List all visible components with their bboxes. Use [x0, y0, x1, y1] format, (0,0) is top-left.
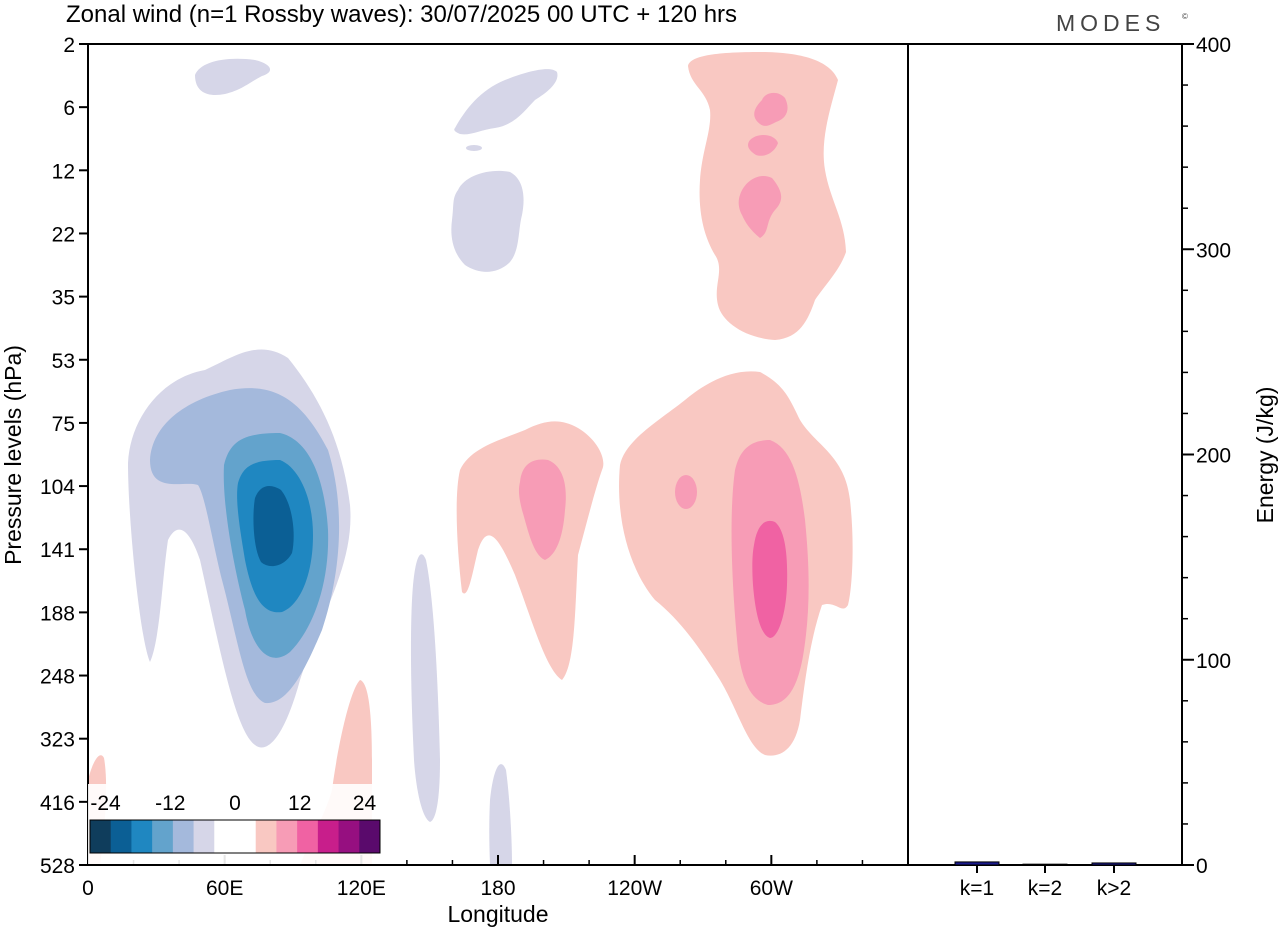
chart-title: Zonal wind (n=1 Rossby waves): 30/07/202…: [66, 1, 737, 28]
colorbar-swatch: [338, 820, 360, 853]
y-tick-label: 75: [52, 413, 75, 436]
y-tick-label: 416: [40, 792, 75, 815]
energy-tick-label: 200: [1196, 445, 1231, 468]
colorbar-swatches: [90, 820, 381, 853]
y-tick-label: 528: [40, 855, 75, 878]
contour-upper-easterly-small: [466, 145, 482, 151]
contour-upper-easterly-3: [451, 170, 524, 272]
colorbar-labels: -24 -12 0 12 24: [90, 792, 376, 815]
x-tick-label: 120W: [607, 877, 662, 900]
y-tick-label: 6: [63, 97, 75, 120]
energy-tick-label: 300: [1196, 239, 1231, 262]
energy-bar: [1091, 862, 1137, 866]
energy-axis-label: Energy (J/kg): [1252, 387, 1278, 524]
contour-easterly-core: [253, 486, 294, 567]
energy-tick-label: 400: [1196, 34, 1231, 57]
y-tick-label: 248: [40, 666, 75, 689]
colorbar-swatch: [255, 820, 277, 853]
contour-lower-easterly-strip-1: [410, 554, 440, 822]
colorbar-swatch: [90, 820, 112, 853]
y-tick-label: 141: [40, 539, 75, 562]
y-tick-label: 323: [40, 729, 75, 752]
x-axis-label: Longitude: [447, 901, 548, 927]
y-tick-label: 53: [52, 350, 75, 373]
colorbar-swatch: [359, 820, 381, 853]
x-tick-label: 60E: [206, 877, 243, 900]
energy-category-label: k>2: [1097, 877, 1131, 900]
contour-upper-easterly-2: [454, 69, 558, 135]
y-axis-pressure: 2 6 12 22 35 53 75 104 141 188 248 323 416 528: [40, 34, 88, 878]
x-tick-label: 180: [480, 877, 515, 900]
colorbar-label: -24: [90, 792, 121, 815]
y-tick-label: 35: [52, 287, 75, 310]
colorbar-swatch: [193, 820, 215, 853]
contour-upper-westerly-core-c: [738, 175, 782, 238]
contour-westerly-180: [456, 421, 604, 680]
colorbar-swatch: [297, 820, 319, 853]
energy-panel: 0 100 200 300 400 k=1 k=2 k>2 Energy (J/kg): [907, 34, 1278, 900]
energy-category-label: k=1: [960, 877, 994, 900]
energy-bars: [954, 861, 1137, 866]
contour-westerly-small-core: [675, 475, 697, 509]
energy-panel-frame: [907, 43, 1183, 866]
colorbar-swatch: [131, 820, 153, 853]
contour-westerly-180-core: [518, 459, 566, 560]
colorbar: -24 -12 0 12 24: [88, 784, 388, 864]
y-tick-label: 22: [52, 223, 75, 246]
y-axis-energy: 0 100 200 300 400: [1182, 34, 1231, 878]
contour-field: [88, 52, 853, 865]
x-tick-label: 60W: [750, 877, 793, 900]
brand-mark: ©: [1182, 12, 1193, 21]
y-tick-label: 2: [63, 34, 75, 57]
y-tick-label: 188: [40, 602, 75, 625]
colorbar-swatch: [235, 820, 257, 853]
brand-logo: MODES: [1056, 10, 1165, 36]
x-axis-wavenumber: k=1 k=2 k>2: [960, 865, 1131, 900]
colorbar-swatch: [276, 820, 298, 853]
hovmoller-panel: 2 6 12 22 35 53 75 104 141 188 248 323 416 528 0 60E 12…: [0, 34, 909, 927]
colorbar-swatch: [110, 820, 132, 853]
contour-upper-westerly-core-a: [754, 92, 788, 126]
colorbar-label: 12: [288, 792, 311, 815]
contour-westerly-60w-16: [752, 520, 788, 638]
colorbar-frame: [89, 819, 381, 854]
x-tick-label: 120E: [337, 877, 386, 900]
contour-upper-westerly-core-b: [748, 134, 778, 156]
colorbar-swatch: [317, 820, 340, 853]
x-tick-label: 0: [82, 877, 94, 900]
contour-lower-easterly-strip-2: [489, 764, 512, 865]
colorbar-label: -12: [155, 792, 185, 815]
contour-upper-easterly-1: [195, 58, 271, 96]
energy-bar: [954, 861, 1000, 866]
x-axis-longitude: 0 60E 120E 180 120W 60W: [82, 855, 864, 900]
energy-category-label: k=2: [1028, 877, 1062, 900]
colorbar-label: 0: [229, 792, 241, 815]
y-axis-label: Pressure levels (hPa): [0, 345, 26, 565]
colorbar-swatch: [152, 820, 174, 853]
colorbar-label: 24: [353, 792, 377, 815]
energy-tick-label: 100: [1196, 650, 1231, 673]
colorbar-swatch: [214, 820, 236, 853]
colorbar-swatch: [172, 820, 195, 853]
y-tick-label: 104: [40, 476, 75, 499]
energy-tick-label: 0: [1196, 855, 1208, 878]
y-tick-label: 12: [52, 160, 75, 183]
